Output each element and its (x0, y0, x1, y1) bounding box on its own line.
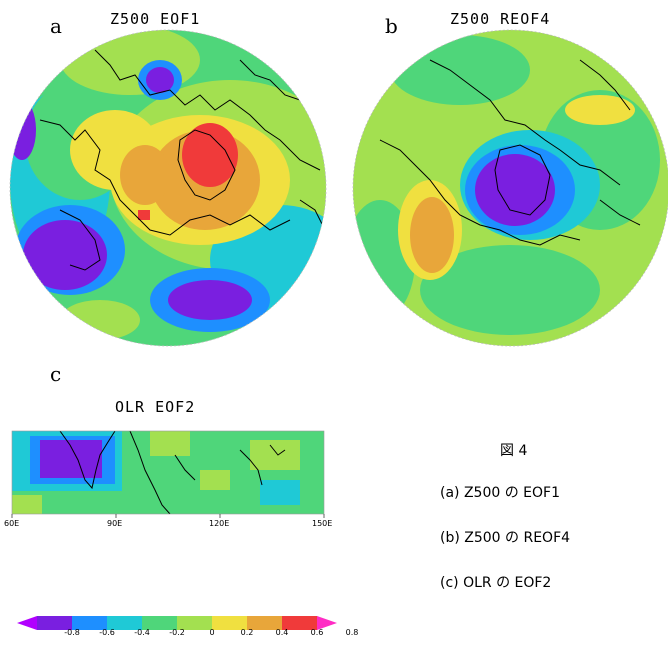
olr-tick-3: 150E (312, 519, 333, 528)
colorbar (17, 616, 337, 630)
colorbar-swatch (212, 616, 248, 630)
olr-tick-0: 60E (4, 519, 20, 528)
olr-tick-2: 120E (209, 519, 230, 528)
colorbar-labels: -0.8 -0.6 -0.4 -0.2 0 0.2 0.4 0.6 0.8 (17, 628, 358, 640)
colorbar-swatch (247, 616, 283, 630)
colorbar-label: -0.8 (64, 628, 80, 637)
colorbar-swatch (72, 616, 108, 630)
colorbar-label: 0 (209, 628, 215, 637)
map-title-a: Z500 EOF1 (110, 10, 201, 28)
colorbar-swatch (107, 616, 143, 630)
colorbar-swatch-min (17, 616, 37, 630)
colorbar-label: 0.4 (275, 628, 289, 637)
panel-letter-b: b (385, 14, 398, 38)
colorbar-label: -0.4 (134, 628, 150, 637)
colorbar-swatch (37, 616, 73, 630)
colorbar-label: 0.6 (310, 628, 324, 637)
caption-line-c: (c) OLR の EOF2 (440, 575, 552, 591)
figure-caption-title: 図 4 (500, 443, 528, 459)
colorbar-label: -0.2 (169, 628, 185, 637)
panel-letter-c: c (50, 362, 62, 386)
map-title-b: Z500 REOF4 (450, 10, 551, 28)
caption-line-b: (b) Z500 の REOF4 (440, 530, 571, 546)
olr-tick-1: 90E (107, 519, 123, 528)
colorbar-label: 0.8 (345, 628, 359, 637)
caption-line-a: (a) Z500 の EOF1 (440, 485, 560, 501)
panel-letter-a: a (50, 14, 62, 38)
colorbar-swatch (282, 616, 318, 630)
colorbar-swatch (177, 616, 213, 630)
colorbar-label: 0.2 (240, 628, 254, 637)
map-title-c: OLR EOF2 (115, 398, 196, 416)
colorbar-swatch-max (317, 616, 337, 630)
colorbar-swatch (142, 616, 178, 630)
colorbar-label: -0.6 (99, 628, 115, 637)
